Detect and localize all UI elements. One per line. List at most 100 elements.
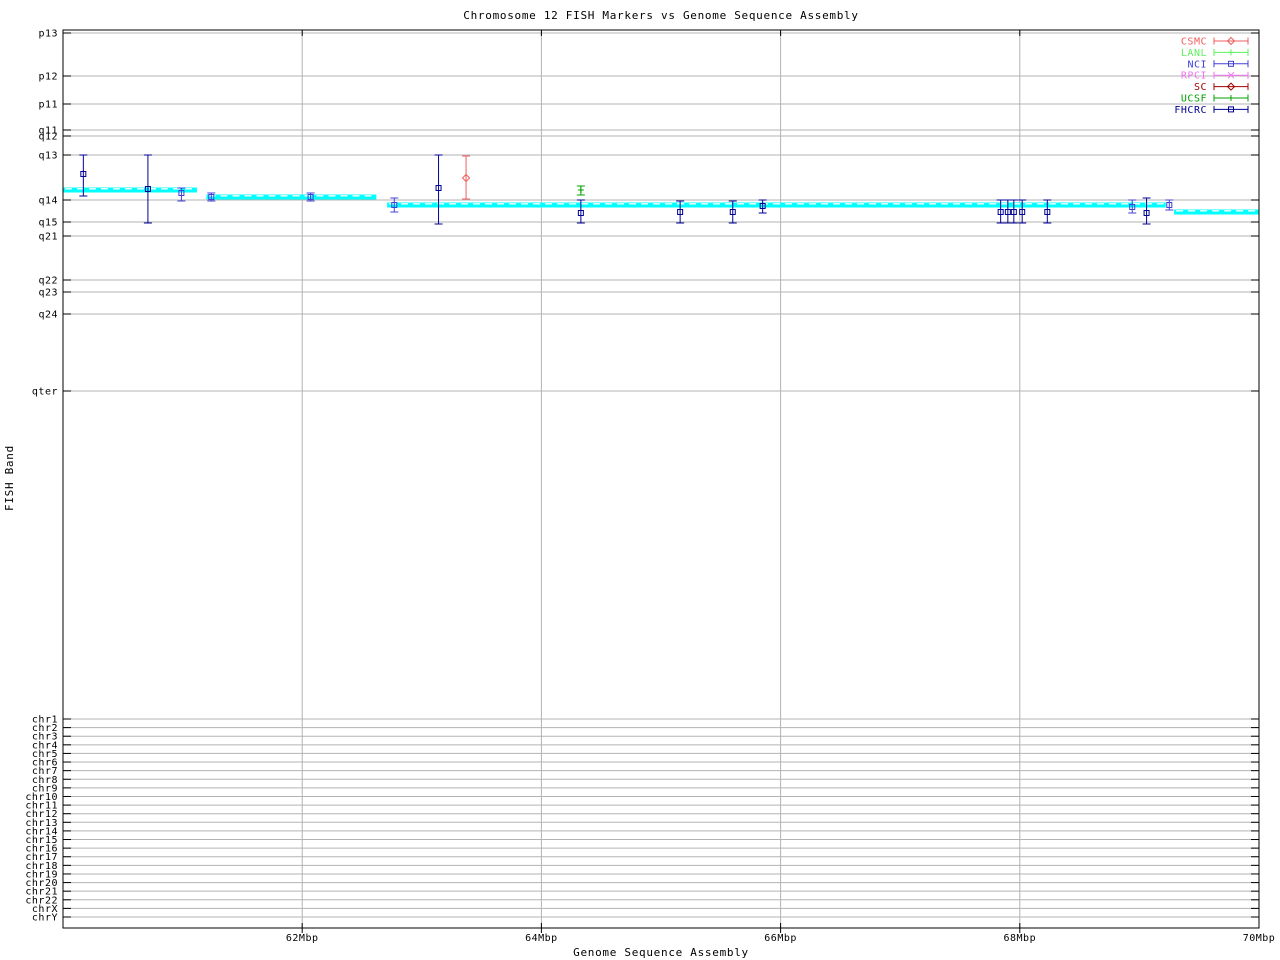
y-tick-label: q21 [38,232,58,243]
marker-diamond [1226,82,1236,91]
chr-tick-label: chr14 [25,826,58,837]
chr-tick-label: chrX [32,904,58,915]
chr-tick-label: chr5 [32,749,58,760]
legend-entry-csmc: CSMC [1181,36,1249,48]
marker-square [80,171,87,177]
chr-tick-label: chr15 [25,835,58,846]
chr-tick-label: chr6 [32,758,58,769]
marker-square [1004,209,1011,215]
chr-tick-label: chrY [32,913,58,924]
x-tick-label: 70Mbp [1243,933,1276,944]
y-tick-label: q24 [38,310,58,321]
legend-label: CSMC [1181,37,1207,48]
chr-tick-label: chr3 [32,732,58,743]
y-tick-label: q14 [38,196,58,207]
legend-entry-rpci: RPCI [1181,71,1249,82]
errorbar-point-fhcrc [576,199,585,224]
y-tick-label: p13 [38,29,58,40]
x-tick-label: 64Mbp [525,933,558,944]
chr-tick-label: chr4 [32,740,58,751]
legend-entry-fhcrc: FHCRC [1174,105,1249,116]
errorbar-point-nci [207,192,216,202]
y-tick-label: q13 [38,151,58,162]
marker-square [759,203,766,209]
assembly-segment [206,194,377,200]
errorbar-point-ucsf [576,185,585,196]
marker-square [1228,60,1234,67]
marker-diamond [461,173,471,183]
marker-square [1019,209,1026,215]
chr-tick-label: chr2 [32,723,58,734]
legend-entry-sc: SC [1194,82,1249,93]
errorbar-point-nci [1128,199,1137,214]
chr-tick-label: chr1 [32,715,58,726]
errorbar-point-fhcrc [1018,199,1027,224]
chr-tick-label: chr17 [25,852,58,863]
errorbar-point-fhcrc [1009,199,1018,224]
errorbar-point-nci [390,197,399,213]
legend-label: SC [1194,82,1207,93]
marker-square [144,186,151,192]
chr-tick-label: chr22 [25,895,58,906]
marker-square [1143,210,1150,216]
marker-square [1044,209,1051,215]
chr-tick-label: chr13 [25,818,58,829]
legend-label: NCI [1187,59,1207,70]
marker-square [677,209,684,215]
marker-square [1129,204,1136,210]
marker-diamond [1226,36,1236,46]
marker-square [1228,106,1234,113]
marker-square [1166,202,1173,208]
plot-border [62,29,1260,929]
y-tick-label: q22 [38,276,58,287]
legend-entry-lanl: LANL [1181,48,1249,59]
legend-entry-nci: NCI [1187,59,1249,70]
x-tick-label: 62Mbp [286,933,319,944]
errorbar-point-fhcrc [758,199,767,214]
chr-tick-label: chr20 [25,878,58,889]
y-tick-label: p11 [38,100,58,111]
legend-entry-ucsf: UCSF [1181,94,1249,105]
errorbar-point-fhcrc [728,200,737,224]
marker-square [391,202,398,208]
marker-square [435,185,442,191]
assembly-segment [387,202,1166,208]
legend-label: UCSF [1181,94,1207,105]
chr-tick-label: chr16 [25,844,58,855]
chr-tick-label: chr18 [25,861,58,872]
chr-tick-label: chr10 [25,792,58,803]
errorbar-point-nci [177,187,186,202]
chr-tick-label: chr21 [25,887,58,898]
errorbar-point-nci [1165,199,1174,211]
chr-tick-label: chr11 [25,801,58,812]
y-tick-label: qter [32,387,58,398]
marker-square [729,209,736,215]
marker-square [577,210,584,216]
y-tick-label: q11 [38,126,58,137]
errorbar-point-csmc [461,155,471,200]
marker-square [208,194,215,200]
legend-label: RPCI [1181,71,1207,82]
x-tick-label: 68Mbp [1003,933,1036,944]
marker-square [997,209,1004,215]
errorbar-point-nci [306,192,315,202]
errorbar-point-fhcrc [434,154,443,225]
chr-tick-label: chr8 [32,775,58,786]
y-tick-label: q23 [38,288,58,299]
errorbar-point-fhcrc [1043,199,1052,224]
errorbar-point-fhcrc [676,200,685,224]
chr-tick-label: chr9 [32,783,58,794]
x-axis-title: Genome Sequence Assembly [573,946,749,959]
assembly-segment [63,187,197,193]
assembly-segment [1174,209,1259,215]
chr-tick-label: chr19 [25,869,58,880]
legend-label: FHCRC [1174,105,1207,116]
marker-square [1010,209,1017,215]
marker-square [307,194,314,200]
errorbar-point-fhcrc [996,199,1005,224]
errorbar-point-fhcrc [143,154,152,224]
errorbar-point-fhcrc [79,154,88,197]
y-tick-label: q15 [38,218,58,229]
x-tick-label: 66Mbp [764,933,797,944]
